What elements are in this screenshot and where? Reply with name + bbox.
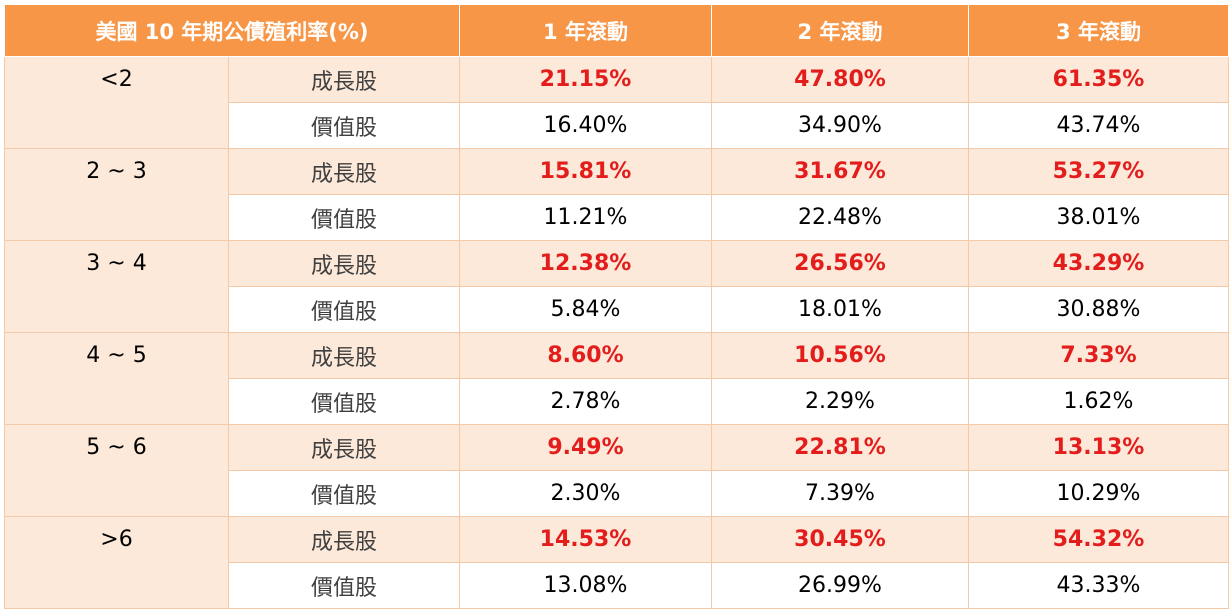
table-row-growth: >6 成長股 14.53% 30.45% 54.32% <box>4 516 1229 609</box>
table-row-growth: 4 ~ 5 成長股 8.60% 10.56% 7.33% <box>4 332 1229 425</box>
value-3-year-value: 10.29% <box>968 470 1229 517</box>
value-2-year-value: 2.29% <box>711 378 969 425</box>
header-yield-range: 美國 10 年期公債殖利率(%) <box>4 4 460 57</box>
growth-1-year-value: 21.15% <box>459 56 712 103</box>
yield-range-cell: 3 ~ 4 <box>4 240 229 333</box>
yield-range-cell: 4 ~ 5 <box>4 332 229 425</box>
growth-2-year-value: 30.45% <box>711 516 969 563</box>
table-row-value: 價值股 11.21% 22.48% 38.01% <box>5 194 1229 241</box>
table-row-value: 價值股 16.40% 34.90% 43.74% <box>5 102 1229 149</box>
value-3-year-value: 1.62% <box>968 378 1229 425</box>
growth-stock-label: 成長股 <box>228 424 460 471</box>
value-2-year-value: 34.90% <box>711 102 969 149</box>
value-1-year-value: 16.40% <box>459 102 712 149</box>
value-3-year-value: 43.33% <box>968 562 1229 609</box>
value-3-year-value: 43.74% <box>968 102 1229 149</box>
value-1-year-value: 11.21% <box>459 194 712 241</box>
value-2-year-value: 7.39% <box>711 470 969 517</box>
value-1-year-value: 2.30% <box>459 470 712 517</box>
value-stock-label: 價值股 <box>228 470 460 517</box>
growth-3-year-value: 13.13% <box>968 424 1229 471</box>
header-row: 美國 10 年期公債殖利率(%) 1 年滾動 2 年滾動 3 年滾動 <box>4 4 1229 57</box>
header-1-year-rolling: 1 年滾動 <box>459 4 712 57</box>
table-row-growth: 3 ~ 4 成長股 12.38% 26.56% 43.29% <box>4 240 1229 333</box>
table-row-value: 價值股 2.30% 7.39% 10.29% <box>5 470 1229 517</box>
yield-range-cell: 2 ~ 3 <box>4 148 229 241</box>
value-3-year-value: 38.01% <box>968 194 1229 241</box>
growth-3-year-value: 53.27% <box>968 148 1229 195</box>
growth-2-year-value: 26.56% <box>711 240 969 287</box>
growth-3-year-value: 61.35% <box>968 56 1229 103</box>
value-2-year-value: 18.01% <box>711 286 969 333</box>
value-2-year-value: 26.99% <box>711 562 969 609</box>
yield-range-cell: 5 ~ 6 <box>4 424 229 517</box>
value-stock-label: 價值股 <box>228 102 460 149</box>
growth-1-year-value: 9.49% <box>459 424 712 471</box>
table-row-value: 價值股 5.84% 18.01% 30.88% <box>5 286 1229 333</box>
table-row-growth: <2 成長股 21.15% 47.80% 61.35% <box>4 56 1229 149</box>
yield-range-cell: <2 <box>4 56 229 149</box>
value-2-year-value: 22.48% <box>711 194 969 241</box>
value-stock-label: 價值股 <box>228 562 460 609</box>
value-stock-label: 價值股 <box>228 286 460 333</box>
growth-1-year-value: 8.60% <box>459 332 712 379</box>
value-1-year-value: 2.78% <box>459 378 712 425</box>
growth-stock-label: 成長股 <box>228 240 460 287</box>
growth-stock-label: 成長股 <box>228 148 460 195</box>
growth-2-year-value: 10.56% <box>711 332 969 379</box>
value-3-year-value: 30.88% <box>968 286 1229 333</box>
header-2-year-rolling: 2 年滾動 <box>711 4 969 57</box>
table-body: <2 成長股 21.15% 47.80% 61.35% 價值股 16.40% 34.90% 43… <box>4 56 1229 609</box>
growth-stock-label: 成長股 <box>228 332 460 379</box>
header-3-year-rolling: 3 年滾動 <box>968 4 1229 57</box>
value-stock-label: 價值股 <box>228 378 460 425</box>
growth-1-year-value: 15.81% <box>459 148 712 195</box>
growth-3-year-value: 7.33% <box>968 332 1229 379</box>
growth-3-year-value: 54.32% <box>968 516 1229 563</box>
table-row-value: 價值股 13.08% 26.99% 43.33% <box>5 562 1229 609</box>
growth-3-year-value: 43.29% <box>968 240 1229 287</box>
table-row-growth: 2 ~ 3 成長股 15.81% 31.67% 53.27% <box>4 148 1229 241</box>
growth-2-year-value: 31.67% <box>711 148 969 195</box>
growth-1-year-value: 14.53% <box>459 516 712 563</box>
yield-range-cell: >6 <box>4 516 229 609</box>
growth-2-year-value: 22.81% <box>711 424 969 471</box>
value-1-year-value: 5.84% <box>459 286 712 333</box>
growth-stock-label: 成長股 <box>228 516 460 563</box>
growth-stock-label: 成長股 <box>228 56 460 103</box>
value-1-year-value: 13.08% <box>459 562 712 609</box>
growth-2-year-value: 47.80% <box>711 56 969 103</box>
yield-comparison-table: 美國 10 年期公債殖利率(%) 1 年滾動 2 年滾動 3 年滾動 <2 成長股… <box>4 4 1229 609</box>
value-stock-label: 價值股 <box>228 194 460 241</box>
table-row-growth: 5 ~ 6 成長股 9.49% 22.81% 13.13% <box>4 424 1229 517</box>
growth-1-year-value: 12.38% <box>459 240 712 287</box>
